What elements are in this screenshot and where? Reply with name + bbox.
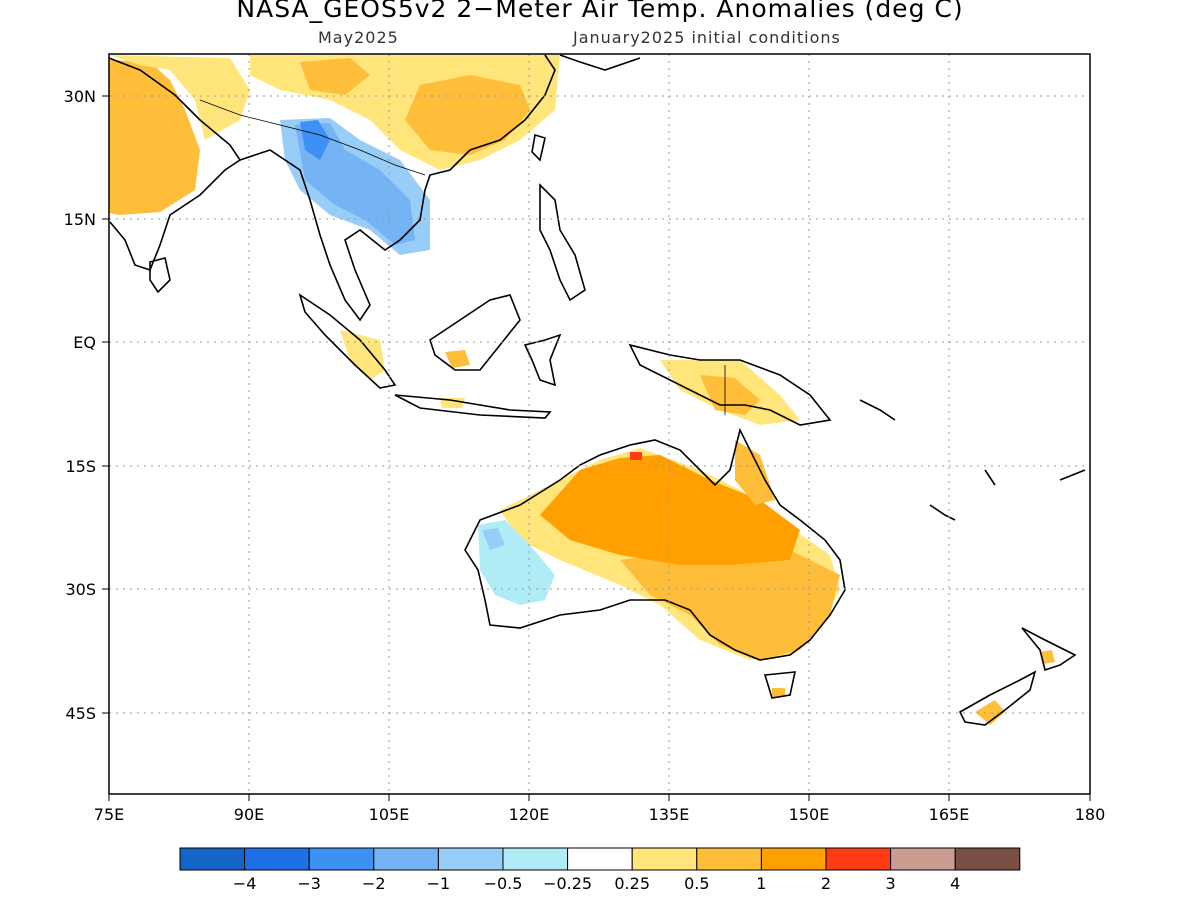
china-border bbox=[199, 99, 426, 176]
colorbar-swatch bbox=[825, 847, 892, 871]
colorbar-swatch bbox=[244, 847, 310, 871]
borneo-warm-anomaly bbox=[445, 350, 470, 368]
lat-tick-label: 15N bbox=[64, 210, 96, 229]
australia-hotspot bbox=[630, 452, 642, 460]
new-zealand-north-warm-anomaly bbox=[1040, 650, 1055, 664]
colorbar-label: −2 bbox=[362, 874, 386, 893]
lat-tick-label: 30S bbox=[65, 580, 96, 599]
india-mild-anomaly bbox=[109, 55, 250, 140]
colorbar-label: −3 bbox=[297, 874, 321, 893]
colorbar-label: 0.5 bbox=[684, 874, 709, 893]
colorbar: −4 −3 −2 −1 −0.5 −0.25 0.25 0.5 1 2 3 4 bbox=[179, 847, 1021, 893]
lon-tick-label: 90E bbox=[234, 805, 264, 824]
chart-title: NASA_GEOS5v2 2−Meter Air Temp. Anomalies… bbox=[236, 0, 964, 23]
colorbar-label: −1 bbox=[427, 874, 451, 893]
colorbar-swatch bbox=[890, 847, 956, 871]
australia-warm-anomaly bbox=[620, 545, 840, 660]
sri-lanka-coast bbox=[149, 257, 171, 294]
burma-strong-cold-anomaly bbox=[300, 120, 330, 160]
colorbar-label: 1 bbox=[756, 874, 766, 893]
tibet-warm-anomaly bbox=[300, 58, 370, 95]
new-zealand-warm-anomaly bbox=[975, 700, 1005, 725]
forecast-month-label: May2025 bbox=[318, 28, 399, 47]
australia-east-warm-anomaly bbox=[735, 440, 775, 505]
colorbar-label: −0.25 bbox=[543, 874, 592, 893]
map-background bbox=[109, 54, 1090, 794]
taiwan-coast bbox=[531, 133, 546, 162]
philippines-coast bbox=[539, 183, 586, 302]
map-frame bbox=[108, 53, 1091, 795]
colorbar-label: −4 bbox=[233, 874, 257, 893]
tasmania-coast bbox=[763, 671, 797, 699]
coastlines bbox=[109, 54, 1086, 726]
lon-tick-label: 120E bbox=[509, 805, 550, 824]
tick-marks bbox=[102, 95, 1091, 801]
sumatra-coast bbox=[298, 293, 397, 389]
western-australia-cooler-anomaly bbox=[482, 528, 505, 550]
sumatra-warm-anomaly bbox=[340, 330, 385, 380]
new-guinea-coast bbox=[628, 343, 832, 426]
new-zealand-south-coast bbox=[958, 670, 1037, 726]
korea-japan-coast bbox=[559, 54, 641, 71]
gridlines bbox=[109, 54, 1090, 794]
lon-tick-label: 150E bbox=[789, 805, 830, 824]
colorbar-swatch bbox=[567, 847, 633, 871]
borneo-coast bbox=[429, 294, 521, 371]
colorbar-swatch bbox=[373, 847, 439, 871]
longitude-labels: 75E 90E 105E 120E 135E 150E 165E 180 bbox=[94, 805, 1106, 824]
country-borders bbox=[199, 99, 726, 415]
colorbar-label: −0.5 bbox=[484, 874, 523, 893]
lon-tick-label: 165E bbox=[929, 805, 970, 824]
colorbar-swatch bbox=[437, 847, 504, 871]
new-zealand-north-coast bbox=[1021, 627, 1077, 672]
indochina-coast bbox=[239, 54, 556, 322]
lon-tick-label: 135E bbox=[649, 805, 690, 824]
colorbar-swatch bbox=[308, 847, 375, 871]
java-coast bbox=[394, 394, 552, 419]
lat-tick-label: 30N bbox=[64, 87, 96, 106]
tasmania-warm-anomaly bbox=[772, 688, 785, 697]
colorbar-label: 3 bbox=[886, 874, 896, 893]
java-mild-anomaly bbox=[440, 398, 465, 408]
india-warm-anomaly bbox=[109, 60, 200, 215]
colorbar-swatch bbox=[954, 847, 1021, 871]
lat-tick-label: EQ bbox=[73, 333, 96, 352]
pacific-islands bbox=[859, 399, 1086, 521]
colorbar-label: 4 bbox=[950, 874, 960, 893]
lat-tick-label: 45S bbox=[65, 704, 96, 723]
anomaly-fields bbox=[109, 55, 1055, 725]
australia-coast bbox=[464, 427, 846, 661]
latitude-labels: 30N 15N EQ 15S 30S 45S bbox=[64, 87, 96, 723]
colorbar-swatch bbox=[760, 847, 827, 871]
colorbar-swatch bbox=[631, 847, 698, 871]
colorbar-swatch bbox=[502, 847, 569, 871]
lon-tick-label: 180 bbox=[1075, 805, 1106, 824]
colorbar-swatch bbox=[696, 847, 762, 871]
colorbar-swatch bbox=[179, 847, 246, 871]
initial-conditions-label: January2025 initial conditions bbox=[573, 28, 841, 47]
lon-tick-label: 75E bbox=[94, 805, 124, 824]
colorbar-label: 2 bbox=[821, 874, 831, 893]
sulawesi-coast bbox=[523, 333, 562, 387]
lat-tick-label: 15S bbox=[65, 457, 96, 476]
colorbar-label: 0.25 bbox=[614, 874, 650, 893]
lon-tick-label: 105E bbox=[369, 805, 410, 824]
india-coast bbox=[109, 57, 242, 271]
china-warm-anomaly bbox=[405, 75, 530, 155]
indochina-cold-anomaly bbox=[295, 123, 415, 245]
australia-strong-warm-anomaly bbox=[540, 455, 800, 565]
